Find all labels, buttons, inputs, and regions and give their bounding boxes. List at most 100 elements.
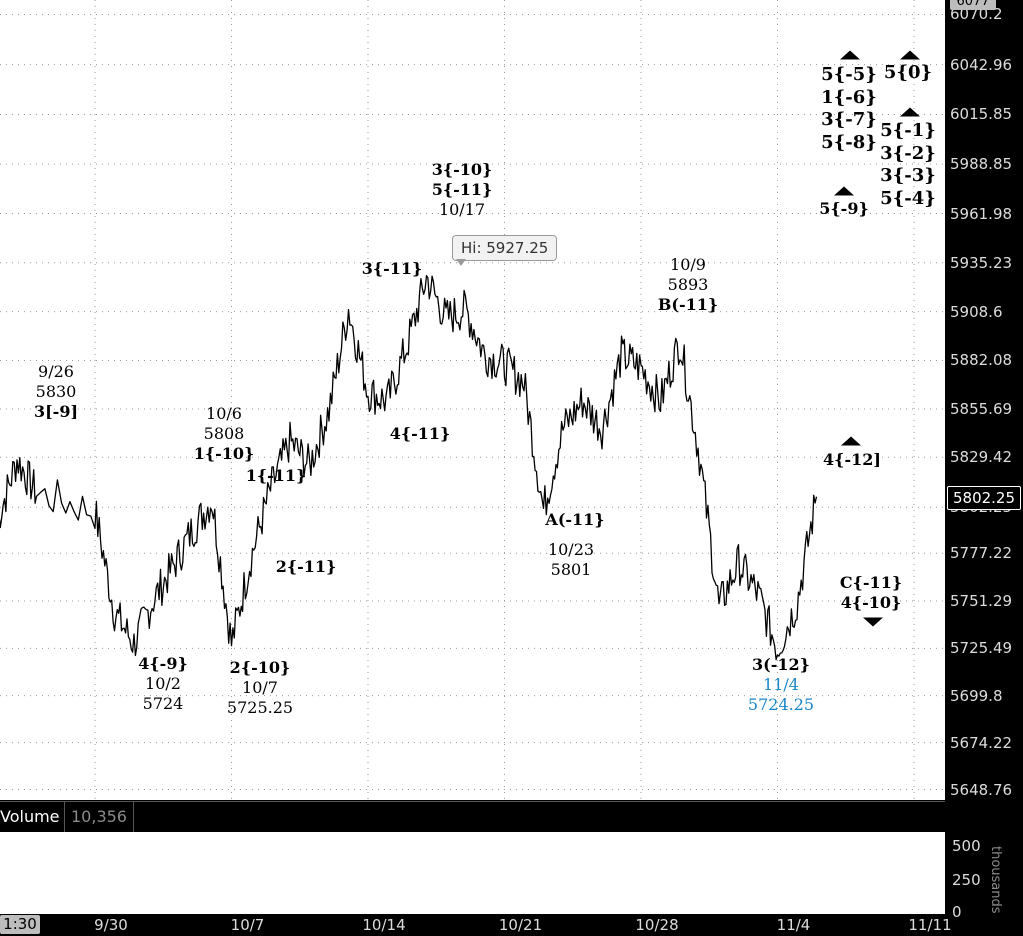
high-tooltip: Hi: 5927.25 — [452, 235, 558, 261]
wave-label-line: 4{-12] — [823, 450, 881, 469]
up-triangle-marker-1 — [840, 50, 860, 60]
y-tick-label: 5674.22 — [950, 733, 1013, 752]
wave-label-line: 4{-10} — [840, 593, 902, 612]
x-tick-label: 9/30 — [94, 916, 128, 934]
wave-label-line: 10/6 — [206, 404, 242, 423]
wave-label-line: 5808 — [203, 424, 245, 443]
wave-label-line: 2{-11} — [275, 557, 337, 576]
wave-label-line: 5724 — [142, 694, 184, 713]
wave-label-line: 5{-11} — [431, 180, 493, 199]
up-triangle-marker-2 — [900, 50, 920, 60]
wave-label-line: 5{-1} — [880, 120, 936, 141]
wave-label-a19: 5{-1} 3{-2} 3{-3} 5{-4} — [880, 120, 936, 210]
volume-panel[interactable] — [0, 832, 945, 914]
wave-label-line: 4{-9} — [138, 654, 188, 673]
y-tick-label: 6015.85 — [950, 105, 1013, 124]
tooltip-tail — [456, 259, 466, 266]
wave-label-a13: 3(-12} 11/4 5724.25 — [748, 655, 814, 715]
wave-label-line: 3{-7} — [821, 109, 877, 130]
wave-label-a4: 1{-11} — [246, 466, 307, 486]
wave-label-a12: 10/9 5893 B(-11} — [658, 255, 718, 315]
wave-label-a9: 3{-10} 5{-11} 10/17 — [432, 160, 493, 220]
volume-header: Volume 10,356 — [0, 801, 945, 833]
wave-label-a15: C{-11} 4{-10} — [840, 573, 902, 613]
wave-label-line: 10/17 — [438, 200, 486, 219]
y-tick-label: 5699.8 — [950, 686, 1003, 705]
x-tick-label: 10/28 — [635, 916, 679, 934]
volume-tick-label: 500 — [952, 836, 981, 855]
wave-label-a11: 10/23 5801 — [548, 540, 594, 580]
y-tick-label: 5988.85 — [950, 155, 1013, 174]
top-price-label: 6077 — [950, 0, 996, 10]
price-series — [0, 274, 818, 661]
wave-label-a3: 10/6 5808 1{-10} — [194, 404, 255, 464]
wave-label-a16: 5{-5} 1{-6} 3{-7} 5{-8} — [821, 64, 877, 154]
wave-label-a6: 2{-11} — [276, 557, 337, 577]
y-tick-label: 5648.76 — [950, 780, 1013, 799]
wave-label-a14: 4{-12] — [823, 450, 881, 470]
x-tick-label: 10/14 — [362, 916, 406, 934]
wave-label-line: 3{-11} — [361, 259, 423, 278]
wave-label-line: 3{-2} — [880, 142, 936, 164]
wave-label-line: 5{0} — [883, 62, 933, 83]
up-triangle-marker-4 — [834, 186, 854, 196]
volume-title: Volume — [0, 807, 60, 826]
x-tick-label: 10/21 — [498, 916, 543, 934]
wave-label-a7: 3{-11} — [362, 259, 423, 279]
wave-label-a1: 9/26 5830 3[-9] — [34, 362, 78, 422]
x-tick-label: 11/4 — [776, 916, 811, 934]
wave-label-line: C{-11} — [839, 573, 903, 592]
wave-label-line: 5{-9} — [819, 199, 869, 218]
wave-label-line: 3[-9] — [33, 402, 79, 421]
volume-tick-label: 0 — [952, 903, 962, 921]
wave-label-a2: 4{-9} 10/2 5724 — [138, 654, 187, 714]
wave-label-line: 2{-10} — [229, 658, 291, 677]
wave-label-line: A(-11} — [545, 510, 605, 529]
wave-label-line: 5725.25 — [226, 698, 294, 717]
y-tick-label: 5908.6 — [950, 302, 1003, 321]
time-axis — [0, 914, 945, 936]
y-tick-label: 5855.69 — [950, 399, 1013, 418]
y-tick-label: 5725.49 — [950, 639, 1013, 658]
wave-label-line: 1{-6} — [821, 86, 877, 108]
wave-label-line: 5830 — [35, 382, 77, 401]
y-tick-label: 5777.22 — [950, 544, 1013, 563]
wave-label-line: 9/26 — [38, 362, 74, 381]
wave-label-line: 5{-4} — [880, 187, 936, 209]
wave-label-line: 5{-5} — [821, 64, 877, 85]
price-line — [0, 274, 818, 661]
y-tick-label: 5829.42 — [950, 448, 1013, 467]
y-tick-label: 5961.98 — [950, 204, 1013, 223]
wave-label-a5: 2{-10} 10/7 5725.25 — [227, 658, 293, 718]
wave-label-line: 5801 — [550, 560, 592, 579]
wave-label-line: 5724.25 — [747, 695, 815, 714]
wave-label-a17: 5{-9} — [819, 199, 868, 219]
price-panel[interactable] — [0, 0, 945, 800]
volume-units-label: thousands — [988, 846, 1003, 914]
y-tick-label: 5751.29 — [950, 591, 1013, 610]
up-triangle-marker-3 — [900, 107, 920, 117]
wave-label-a8: 4{-11} — [390, 424, 451, 444]
wave-label-line: 4{-11} — [389, 424, 451, 443]
wave-label-line: B(-11} — [657, 295, 719, 314]
volume-tick-label: 250 — [952, 870, 981, 889]
y-tick-label: 6042.96 — [950, 55, 1013, 74]
wave-label-a10: A(-11} — [545, 510, 604, 530]
time-cursor-label: 1:30 — [0, 915, 40, 934]
wave-label-line: 10/9 — [670, 255, 706, 274]
wave-label-line: 5{-8} — [821, 131, 877, 153]
x-tick-label: 11/11 — [908, 916, 952, 934]
down-triangle-marker — [863, 617, 883, 627]
wave-label-line: 1{-10} — [193, 444, 255, 463]
wave-label-a18: 5{0} — [884, 62, 932, 85]
price-chart[interactable] — [0, 0, 945, 914]
wave-label-line: 5893 — [667, 275, 709, 294]
wave-label-line: 10/7 — [242, 678, 278, 697]
wave-label-line: 3{-10} — [431, 160, 493, 179]
y-tick-label: 5882.08 — [950, 351, 1013, 370]
last-price-label: 5802.25 — [947, 486, 1021, 510]
price-axis — [945, 0, 1023, 936]
volume-value: 10,356 — [64, 802, 134, 832]
up-triangle-marker-5 — [841, 436, 861, 446]
wave-label-line: 3(-12} — [752, 655, 810, 674]
